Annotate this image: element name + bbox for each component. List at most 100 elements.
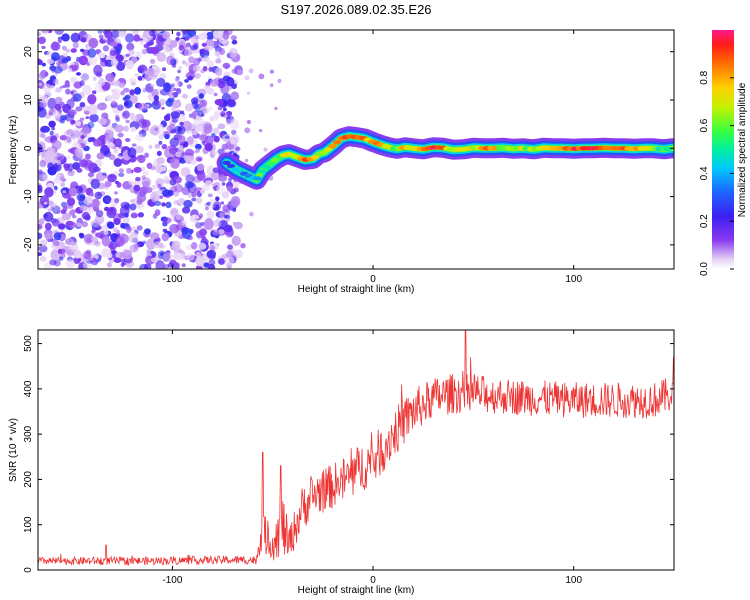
noise-speckle [136, 225, 143, 231]
noise-speckle [106, 197, 110, 203]
noise-speckle [131, 30, 140, 35]
noise-speckle [38, 223, 43, 230]
bottom-x-ticks: -100 0 100 [162, 330, 582, 586]
noise-speckle [85, 153, 91, 160]
spectrogram-plot [38, 30, 674, 269]
noise-speckle [225, 256, 235, 267]
noise-speckle [110, 30, 120, 38]
noise-speckle [82, 49, 91, 56]
noise-speckle [206, 249, 217, 259]
noise-speckle [163, 82, 172, 93]
noise-speckle [44, 91, 52, 98]
noise-speckle [38, 245, 48, 253]
noise-speckle [120, 201, 131, 209]
noise-speckle [184, 62, 190, 67]
noise-speckle [51, 140, 62, 150]
noise-speckle [209, 79, 220, 87]
noise-speckle [70, 90, 74, 95]
noise-speckle [100, 134, 106, 140]
noise-speckle [51, 218, 60, 227]
noise-speckle [75, 106, 83, 112]
noise-speckle [128, 77, 137, 84]
noise-speckle [153, 241, 162, 249]
snr-series-line [38, 330, 674, 567]
noise-speckle [198, 242, 207, 250]
noise-speckle [44, 232, 53, 240]
noise-speckle [148, 144, 153, 150]
noise-speckle [120, 258, 126, 263]
noise-speckle [200, 222, 206, 226]
noise-speckle [38, 218, 45, 225]
noise-speckle [109, 207, 114, 212]
noise-speckle [97, 30, 103, 34]
colorbar-tick-label: 0.4 [699, 166, 710, 180]
noise-speckle [51, 202, 57, 208]
noise-speckle [62, 190, 67, 194]
noise-speckle [212, 183, 216, 187]
y-tick-label: 300 [23, 425, 34, 442]
noise-speckle [92, 166, 101, 173]
noise-speckle [197, 110, 204, 118]
noise-speckle [89, 113, 99, 123]
noise-speckle [66, 136, 72, 142]
noise-speckle [249, 211, 254, 217]
noise-speckle [219, 212, 225, 218]
noise-speckle [52, 110, 61, 118]
y-tick-label: 100 [23, 516, 34, 533]
noise-speckle [222, 62, 231, 69]
noise-speckle [115, 236, 125, 247]
noise-speckle [104, 206, 110, 212]
noise-speckle [177, 197, 186, 206]
noise-speckle [117, 104, 124, 111]
noise-speckle [248, 68, 254, 74]
noise-speckle [181, 60, 186, 65]
noise-speckle [70, 48, 77, 53]
noise-speckle [38, 36, 46, 45]
noise-speckle [42, 83, 52, 93]
noise-speckle [81, 127, 91, 135]
x-tick-label: 0 [370, 274, 376, 285]
y-tick-label: 0 [23, 145, 34, 151]
noise-speckle [129, 114, 137, 122]
noise-speckle [188, 75, 194, 81]
noise-speckle [231, 68, 238, 74]
noise-speckle [177, 69, 182, 74]
noise-speckle [114, 124, 125, 133]
noise-speckle [218, 258, 225, 265]
noise-speckle [244, 158, 249, 163]
noise-speckle [48, 112, 53, 116]
noise-speckle [122, 249, 133, 260]
noise-speckle [98, 117, 107, 126]
noise-speckle [195, 148, 201, 153]
noise-speckle [103, 150, 112, 158]
noise-speckle [40, 125, 50, 133]
noise-speckle [129, 203, 137, 211]
noise-speckle [120, 90, 125, 96]
noise-speckle [92, 76, 97, 81]
noise-speckle [171, 261, 180, 269]
noise-speckle [231, 39, 238, 45]
y-tick-label: 500 [23, 335, 34, 352]
noise-speckle [214, 98, 224, 106]
noise-speckle [38, 252, 43, 256]
noise-speckle [107, 173, 117, 183]
noise-speckle [79, 117, 85, 121]
noise-speckle [200, 189, 205, 194]
noise-speckle [105, 94, 113, 102]
noise-speckle [170, 111, 180, 119]
noise-speckle [162, 252, 173, 262]
bottom-x-axis-label: Height of straight line (km) [298, 585, 415, 596]
noise-speckle [79, 204, 88, 212]
noise-speckle [93, 64, 103, 76]
noise-speckle [191, 129, 198, 136]
noise-speckle [111, 90, 121, 101]
noise-speckle [156, 189, 163, 196]
noise-speckle [66, 129, 75, 136]
noise-speckle [158, 134, 164, 140]
noise-speckle [114, 198, 119, 204]
noise-speckle [96, 152, 105, 160]
noise-speckle [149, 58, 156, 64]
y-tick-label: 200 [23, 471, 34, 488]
noise-speckle [142, 240, 147, 245]
noise-speckle [56, 159, 62, 165]
